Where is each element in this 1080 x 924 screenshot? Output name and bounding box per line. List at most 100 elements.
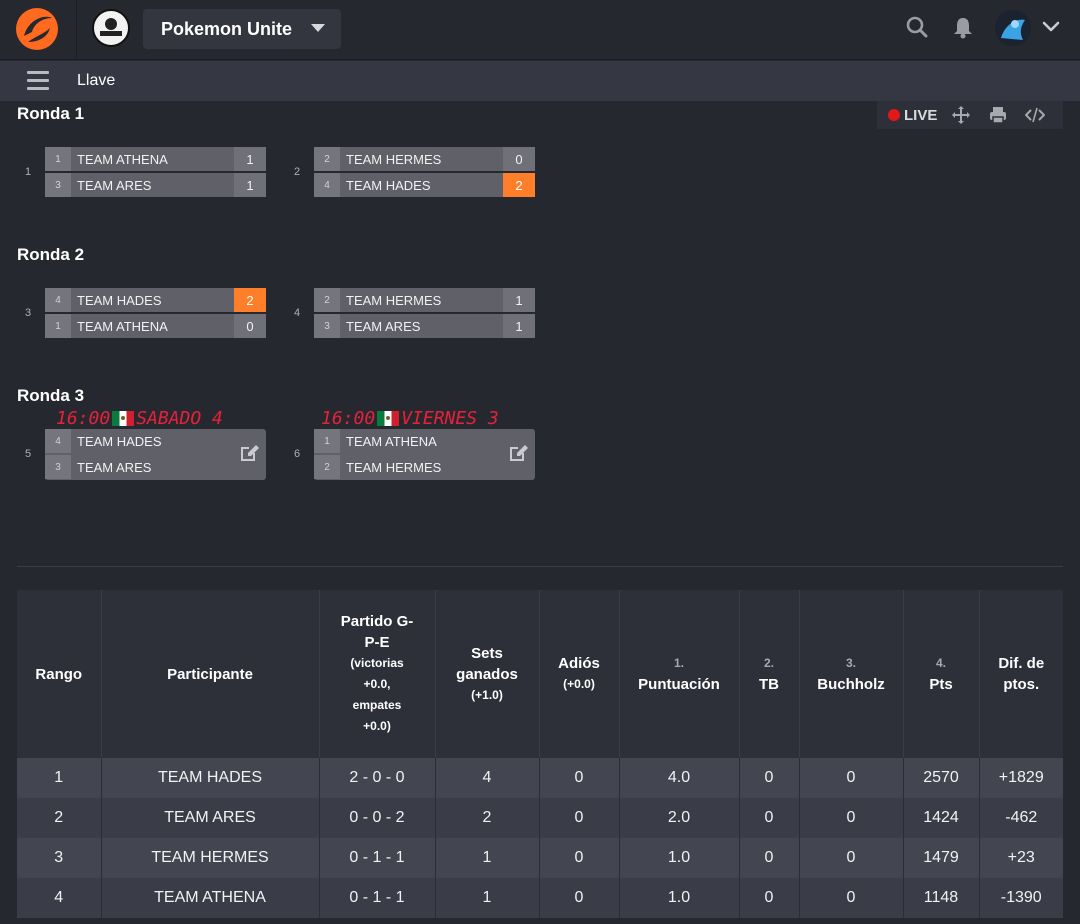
- score: 1: [234, 173, 266, 197]
- top-bar: Pokemon Unite: [0, 0, 1080, 60]
- match-number: 4: [294, 307, 301, 319]
- search-icon[interactable]: [904, 14, 930, 40]
- col-buchholz[interactable]: 3. Buchholz: [799, 590, 904, 758]
- cell-participant[interactable]: TEAM HERMES: [101, 838, 320, 878]
- match-participant[interactable]: 3 TEAM ARES 1: [45, 173, 266, 197]
- seed: 2: [314, 288, 340, 312]
- match-participant[interactable]: 4 TEAM HADES: [45, 429, 266, 453]
- team-name: TEAM HADES: [346, 177, 431, 193]
- menu-icon[interactable]: [27, 71, 49, 91]
- score-winner: 2: [503, 173, 535, 197]
- match-participant[interactable]: 2 TEAM HERMES 0: [314, 147, 535, 171]
- match-number: 6: [294, 448, 301, 460]
- page-title: Llave: [77, 72, 116, 89]
- cell-match: 0 - 1 - 1: [319, 838, 436, 878]
- bracket-match[interactable]: 4 TEAM HADES 3 TEAM ARES: [45, 429, 266, 480]
- col-participant[interactable]: Participante: [101, 590, 320, 758]
- bracket-match[interactable]: 2 TEAM HERMES 1 3 TEAM ARES 1: [314, 288, 535, 339]
- match-participant[interactable]: 1 TEAM ATHENA 1: [45, 147, 266, 171]
- bracket-match[interactable]: 2 TEAM HERMES 0 4 TEAM HADES 2: [314, 147, 535, 198]
- seed: 3: [45, 173, 71, 197]
- table-row[interactable]: 3 TEAM HERMES 0 - 1 - 1 1 0 1.0 0 0 1479…: [17, 838, 1063, 878]
- game-selector-label: Pokemon Unite: [161, 18, 293, 39]
- mexico-flag-icon: [377, 411, 400, 426]
- col-pts[interactable]: 4. Pts: [903, 590, 980, 758]
- table-header-row: Rango Participante Partido G- P-E (victo…: [17, 590, 1063, 758]
- score-winner: 2: [234, 288, 266, 312]
- match-participant[interactable]: 2 TEAM HERMES 1: [314, 288, 535, 312]
- bell-icon[interactable]: [950, 14, 976, 40]
- move-icon[interactable]: [951, 105, 971, 125]
- edit-icon[interactable]: [507, 442, 529, 464]
- col-tb[interactable]: 2. TB: [739, 590, 800, 758]
- match-participant[interactable]: 1 TEAM ATHENA 0: [45, 314, 266, 338]
- logo-icon[interactable]: [14, 6, 60, 52]
- org-logo[interactable]: [92, 9, 130, 47]
- score: 1: [503, 314, 535, 338]
- game-selector[interactable]: Pokemon Unite: [143, 9, 341, 49]
- seed: 2: [314, 147, 340, 171]
- cell-tb: 0: [739, 758, 800, 798]
- cell-pts: 2570: [903, 758, 980, 798]
- score: 0: [234, 314, 266, 338]
- cell-sets: 1: [435, 878, 540, 918]
- cell-buchholz: 0: [799, 878, 904, 918]
- round-title: Ronda 3: [17, 386, 85, 405]
- team-name: TEAM ATHENA: [77, 151, 168, 167]
- divider: [76, 0, 77, 60]
- seed: 1: [314, 429, 340, 453]
- match-participant[interactable]: 2 TEAM HERMES: [314, 455, 535, 479]
- bracket-match[interactable]: 1 TEAM ATHENA 2 TEAM HERMES: [314, 429, 535, 480]
- mexico-flag-icon: [112, 411, 135, 426]
- round-title: Ronda 2: [17, 245, 85, 264]
- team-name: TEAM HADES: [77, 292, 162, 308]
- cell-rank: 1: [17, 758, 102, 798]
- match-participant[interactable]: 3 TEAM ARES: [45, 455, 266, 479]
- col-rank[interactable]: Rango: [17, 590, 102, 758]
- bracket-toolbar: LIVE: [877, 101, 1063, 129]
- cell-participant[interactable]: TEAM ARES: [101, 798, 320, 838]
- match-participant[interactable]: 4 TEAM HADES 2: [314, 173, 535, 197]
- match-participant[interactable]: 3 TEAM ARES 1: [314, 314, 535, 338]
- seed: 2: [314, 455, 340, 479]
- avatar-image: [995, 10, 1031, 46]
- col-point-diff[interactable]: Dif. de ptos.: [979, 590, 1063, 758]
- schedule-time: 16:00: [321, 408, 376, 429]
- col-score[interactable]: 1. Puntuación: [619, 590, 740, 758]
- table-row[interactable]: 2 TEAM ARES 0 - 0 - 2 2 0 2.0 0 0 1424 -…: [17, 798, 1063, 838]
- cell-rank: 4: [17, 878, 102, 918]
- live-button[interactable]: LIVE: [904, 106, 938, 124]
- cell-buchholz: 0: [799, 758, 904, 798]
- cell-participant[interactable]: TEAM HADES: [101, 758, 320, 798]
- bracket-match[interactable]: 1 TEAM ATHENA 1 3 TEAM ARES 1: [45, 147, 266, 198]
- col-match-record[interactable]: Partido G- P-E (victorias +0.0, empates …: [319, 590, 436, 758]
- cell-tb: 0: [739, 798, 800, 838]
- table-row[interactable]: 1 TEAM HADES 2 - 0 - 0 4 0 4.0 0 0 2570 …: [17, 758, 1063, 798]
- code-icon[interactable]: [1025, 105, 1046, 125]
- cell-score: 2.0: [619, 798, 740, 838]
- edit-icon[interactable]: [238, 442, 260, 464]
- chevron-down-icon[interactable]: [1040, 16, 1062, 38]
- schedule-time: 16:00: [56, 408, 111, 429]
- cell-pts: 1148: [903, 878, 980, 918]
- section-divider: [17, 566, 1063, 567]
- cell-match: 2 - 0 - 0: [319, 758, 436, 798]
- match-participant[interactable]: 1 TEAM ATHENA: [314, 429, 535, 453]
- col-sets-won[interactable]: Sets ganados (+1.0): [435, 590, 540, 758]
- standings-table: Rango Participante Partido G- P-E (victo…: [17, 590, 1063, 918]
- bracket-match[interactable]: 4 TEAM HADES 2 1 TEAM ATHENA 0: [45, 288, 266, 339]
- team-name: TEAM HERMES: [346, 459, 442, 475]
- avatar[interactable]: [995, 10, 1031, 46]
- cell-score: 1.0: [619, 838, 740, 878]
- col-bye[interactable]: Adiós (+0.0): [539, 590, 620, 758]
- round-title: Ronda 1: [17, 104, 85, 123]
- seed: 3: [45, 455, 71, 479]
- cell-participant[interactable]: TEAM ATHENA: [101, 878, 320, 918]
- match-schedule: 16:00 SABADO 4: [56, 408, 223, 429]
- match-participant[interactable]: 4 TEAM HADES 2: [45, 288, 266, 312]
- seed: 4: [45, 429, 71, 453]
- cell-diff: -1390: [979, 878, 1063, 918]
- cell-bye: 0: [539, 798, 620, 838]
- print-icon[interactable]: [988, 105, 1008, 125]
- table-row[interactable]: 4 TEAM ATHENA 0 - 1 - 1 1 0 1.0 0 0 1148…: [17, 878, 1063, 918]
